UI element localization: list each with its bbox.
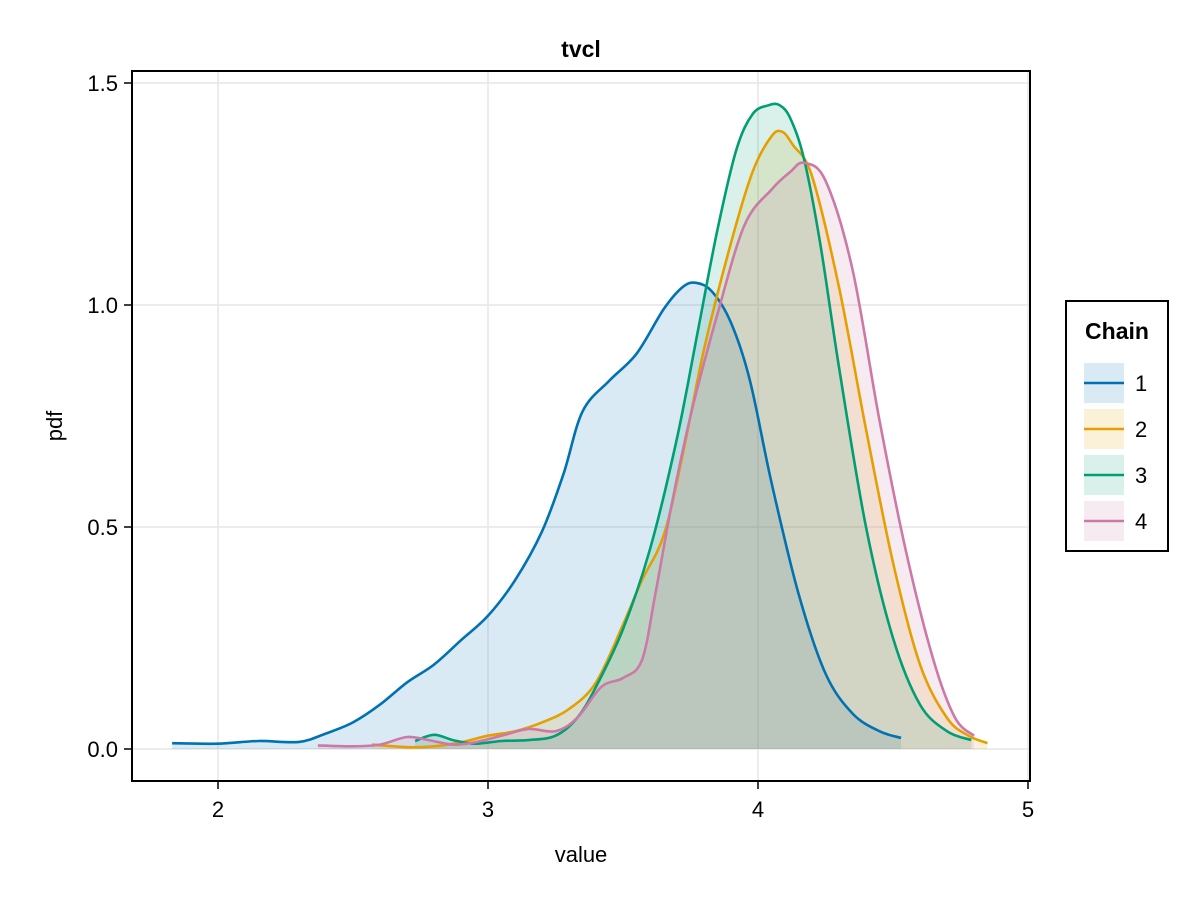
x-tick-label: 2 [212, 797, 224, 822]
chain-2-fill [371, 130, 988, 749]
y-axis-label: pdf [42, 410, 67, 441]
legend: Chain 1 2 3 4 [1065, 300, 1169, 552]
plot-frame [131, 70, 1031, 782]
y-tick-label: 1.5 [87, 71, 118, 96]
chain-4-fill [317, 162, 974, 750]
y-tick-label: 0.5 [87, 515, 118, 540]
legend-label: 2 [1135, 417, 1147, 442]
legend-item-1: 1 [1084, 363, 1147, 403]
legend-items: 1 2 3 4 [1084, 363, 1147, 541]
x-tick-label: 4 [752, 797, 764, 822]
legend-title: Chain [1085, 318, 1149, 344]
density-lines [172, 102, 988, 749]
y-tick-label: 0.0 [87, 737, 118, 762]
legend-item-2: 2 [1084, 409, 1147, 449]
x-axis: 2 3 4 5 [212, 781, 1034, 822]
x-axis-label: value [555, 842, 608, 867]
y-axis: 0.0 0.5 1.0 1.5 [87, 71, 132, 762]
chain-3-line [414, 102, 972, 746]
chart-title: tvcl [561, 36, 601, 62]
x-tick-label: 3 [482, 797, 494, 822]
grid-lines [132, 71, 1030, 781]
chain-4-line [317, 161, 975, 748]
legend-item-4: 4 [1084, 501, 1147, 541]
legend-label: 4 [1135, 509, 1147, 534]
chain-1-line [172, 281, 902, 746]
density-fills [172, 103, 988, 750]
y-tick-label: 1.0 [87, 293, 118, 318]
legend-box [1065, 300, 1169, 552]
chain-3-fill [415, 103, 972, 749]
legend-item-3: 3 [1084, 455, 1147, 495]
legend-label: 3 [1135, 463, 1147, 488]
legend-label: 1 [1135, 371, 1147, 396]
x-tick-label: 5 [1022, 797, 1034, 822]
chain-1-fill [172, 282, 902, 749]
